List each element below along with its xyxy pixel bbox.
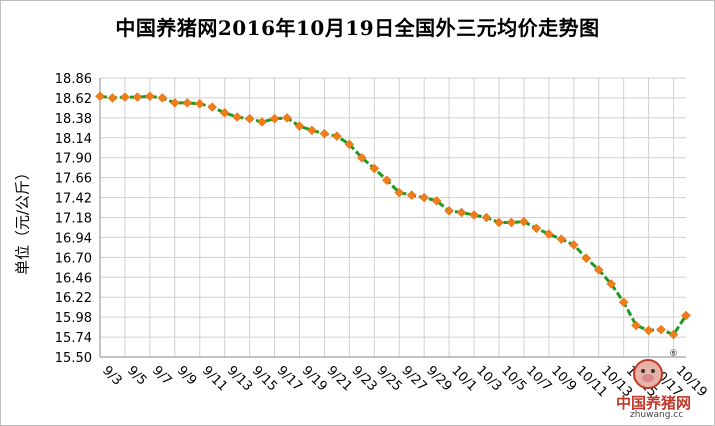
data-point-marker: [132, 92, 143, 102]
y-tick-label: 18.86: [55, 72, 92, 87]
data-point-marker: [194, 98, 205, 109]
data-point-marker: [219, 108, 230, 118]
data-point-marker: [469, 210, 479, 220]
data-point-marker: [182, 98, 193, 108]
data-point-marker: [344, 139, 355, 150]
y-tick-label: 17.66: [55, 172, 92, 187]
data-point-marker: [631, 320, 641, 331]
x-tick-label: 9/3: [99, 363, 124, 388]
x-tick-label: 9/5: [124, 363, 149, 388]
y-tick-label: 17.90: [55, 152, 92, 167]
data-point-marker: [568, 240, 579, 250]
data-point-marker: [618, 297, 629, 308]
x-tick-label: 9/27: [398, 363, 429, 394]
data-point-marker: [95, 91, 105, 102]
data-point-marker: [456, 207, 467, 218]
pig-logo-icon: ®: [633, 349, 678, 389]
y-tick-label: 16.70: [55, 251, 92, 266]
data-point-marker: [481, 212, 492, 223]
data-point-marker: [519, 216, 529, 227]
y-tick-label: 16.22: [55, 291, 92, 306]
data-point-marker: [394, 187, 405, 198]
x-tick-label: 9/11: [199, 363, 230, 394]
site-logo: ® 中国养猪网 zhuwang.cc: [608, 344, 708, 424]
data-point-marker: [381, 175, 392, 185]
data-point-marker: [606, 279, 617, 289]
data-point-marker: [593, 264, 604, 275]
data-point-marker: [232, 112, 243, 122]
data-point-marker: [369, 163, 380, 174]
data-point-marker: [681, 310, 691, 321]
x-tick-label: 9/13: [224, 363, 255, 394]
data-point-marker: [257, 117, 267, 127]
y-tick-label: 18.62: [55, 92, 92, 107]
data-point-marker: [145, 91, 155, 102]
data-point-marker: [169, 98, 180, 108]
logo-url: zhuwang.cc: [630, 410, 684, 420]
data-point-marker: [406, 190, 417, 200]
y-tick-label: 18.38: [55, 112, 92, 127]
chart-title: 中国养猪网2016年10月19日全国外三元均价走势图: [115, 16, 600, 40]
svg-text:®: ®: [669, 349, 678, 359]
y-tick-label: 15.98: [55, 311, 92, 326]
data-point-marker: [157, 93, 168, 103]
y-tick-label: 17.42: [55, 192, 92, 207]
data-point-marker: [543, 229, 554, 239]
data-point-marker: [244, 113, 255, 124]
data-point-marker: [307, 125, 317, 136]
data-point-marker: [419, 192, 430, 203]
y-tick-label: 15.50: [55, 351, 92, 366]
x-tick-label: 9/25: [373, 363, 404, 394]
x-tick-label: 9/15: [249, 363, 280, 394]
data-point-marker: [531, 223, 542, 234]
series-line: [99, 94, 688, 337]
data-point-marker: [107, 93, 118, 103]
x-tick-label: 10/5: [498, 363, 529, 394]
data-point-marker: [332, 131, 342, 141]
data-point-marker: [643, 325, 654, 336]
x-tick-label: 10/9: [548, 363, 579, 394]
data-point-marker: [120, 92, 130, 102]
data-point-marker: [269, 113, 280, 124]
x-tick-label: 9/7: [149, 363, 174, 388]
data-point-marker: [444, 206, 454, 216]
data-point-marker: [506, 217, 517, 228]
x-tick-label: 10/3: [473, 363, 504, 394]
x-tick-label: 9/29: [423, 363, 454, 394]
data-point-marker: [282, 113, 292, 123]
data-point-marker: [356, 152, 367, 163]
y-tick-label: 16.46: [55, 271, 92, 286]
x-tick-label: 9/23: [349, 363, 380, 394]
y-tick-label: 15.74: [55, 331, 92, 346]
y-tick-label: 17.18: [55, 212, 92, 227]
x-tick-label: 9/17: [274, 363, 305, 394]
data-point-marker: [319, 128, 330, 139]
data-point-marker: [207, 102, 218, 112]
data-point-marker: [656, 324, 666, 335]
data-point-marker: [668, 329, 679, 340]
y-axis-title-container: 单位（元/公斤）: [10, 150, 34, 290]
x-tick-label: 9/19: [299, 363, 330, 394]
data-point-marker: [294, 121, 305, 132]
x-tick-label: 10/1: [448, 363, 479, 394]
x-tick-label: 9/9: [174, 363, 199, 388]
data-point-marker: [494, 217, 504, 228]
x-tick-label: 9/21: [324, 363, 355, 394]
y-axis-title: 单位（元/公斤）: [13, 164, 32, 276]
data-point-marker: [581, 253, 592, 264]
y-tick-label: 16.94: [55, 231, 92, 246]
data-point-marker: [431, 196, 442, 206]
x-tick-label: 10/7: [523, 363, 554, 394]
y-tick-label: 18.14: [55, 132, 92, 147]
data-point-marker: [556, 234, 567, 244]
logo-name: 中国养猪网: [616, 394, 692, 412]
